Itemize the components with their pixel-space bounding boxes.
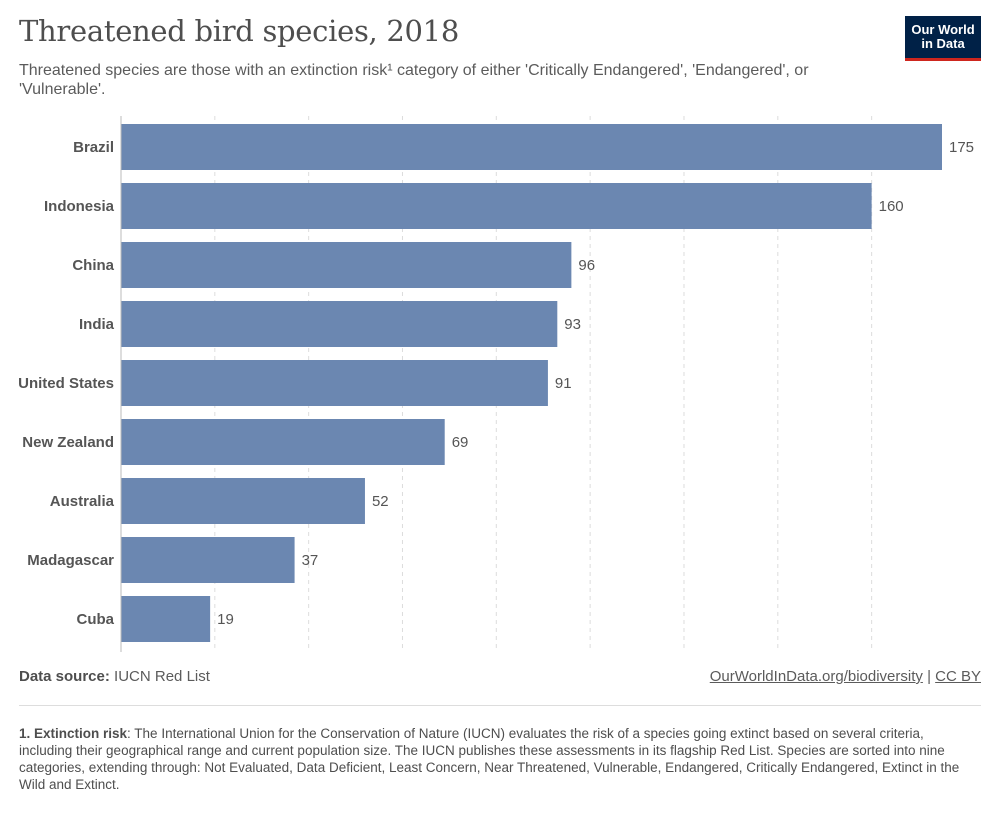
category-label-china: China <box>72 257 114 274</box>
source-value: IUCN Red List <box>114 668 210 685</box>
logo-line-2: in Data <box>921 36 965 51</box>
category-label-cuba: Cuba <box>77 611 115 628</box>
category-label-india: India <box>79 316 115 333</box>
bar-brazil[interactable] <box>121 124 943 170</box>
bar-cuba[interactable] <box>121 596 211 642</box>
category-label-madagascar: Madagascar <box>27 552 114 569</box>
value-label-indonesia: 160 <box>879 198 904 215</box>
bar-china[interactable] <box>121 242 572 288</box>
source-link[interactable]: OurWorldInData.org/biodiversity <box>709 668 923 685</box>
value-label-cuba: 19 <box>217 611 234 628</box>
value-label-new-zealand: 69 <box>452 434 469 451</box>
license-link[interactable]: CC BY <box>935 668 981 685</box>
footnote-term: 1. Extinction risk <box>19 726 128 741</box>
chart-title: Threatened bird species, 2018 <box>19 14 459 48</box>
category-label-new-zealand: New Zealand <box>22 434 114 451</box>
bar-chart: Brazil 175 Indonesia 160 China 96 India 93 Unite… <box>18 116 974 652</box>
category-label-united-states: United States <box>18 375 114 392</box>
bar-new-zealand[interactable] <box>121 419 445 465</box>
category-label-australia: Australia <box>50 493 115 510</box>
chart-bars: Brazil 175 Indonesia 160 China 96 India 93 Unite… <box>18 124 974 642</box>
footnote: 1. Extinction risk: The International Un… <box>19 725 974 793</box>
value-label-australia: 52 <box>372 493 389 510</box>
value-label-india: 93 <box>564 316 581 333</box>
category-label-indonesia: Indonesia <box>44 198 115 215</box>
footnote-text: : The International Union for the Conser… <box>19 726 960 792</box>
bar-madagascar[interactable] <box>121 537 295 583</box>
value-label-china: 96 <box>578 257 595 274</box>
link-separator: | <box>927 668 931 685</box>
value-label-brazil: 175 <box>949 139 974 156</box>
bar-indonesia[interactable] <box>121 183 872 229</box>
bar-australia[interactable] <box>121 478 365 524</box>
source-link-area: OurWorldInData.org/biodiversity | CC BY <box>710 668 981 685</box>
category-label-brazil: Brazil <box>73 139 114 156</box>
source-label: Data source: <box>19 668 110 685</box>
data-source: Data source: IUCN Red List <box>19 668 210 685</box>
owid-logo[interactable]: Our World in Data <box>905 16 981 61</box>
bar-india[interactable] <box>121 301 558 347</box>
value-label-united-states: 91 <box>555 375 572 392</box>
chart-subtitle: Threatened species are those with an ext… <box>19 62 809 98</box>
value-label-madagascar: 37 <box>302 552 319 569</box>
footer-divider <box>19 705 981 706</box>
logo-line-1: Our World <box>911 22 975 37</box>
bar-united-states[interactable] <box>121 360 548 406</box>
